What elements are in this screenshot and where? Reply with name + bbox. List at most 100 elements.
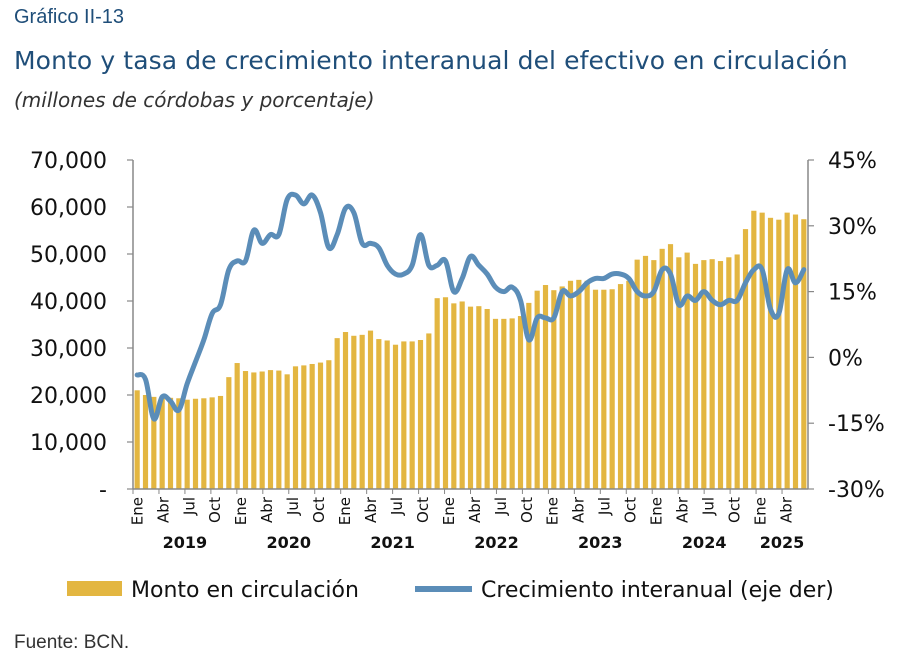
x-tick-label: Oct [206, 497, 224, 523]
bar [651, 260, 657, 489]
bar [784, 212, 790, 489]
bar [217, 395, 224, 489]
bar [251, 372, 257, 489]
y-right-tick-label: 30% [828, 215, 877, 240]
bar [234, 363, 240, 489]
legend-bar-swatch [67, 581, 122, 596]
x-tick-label: Ene [440, 497, 458, 525]
bar [526, 302, 532, 489]
bar [367, 330, 374, 489]
x-tick-label: Oct [725, 497, 743, 523]
x-year-label: 2023 [578, 533, 623, 552]
bar [726, 257, 732, 489]
bar [292, 366, 299, 489]
y-left-tick-label: 30,000 [30, 337, 107, 362]
y-right-tick-label: 45% [828, 149, 877, 174]
y-left-tick-label: 40,000 [30, 290, 107, 315]
bar [476, 306, 482, 489]
y-right-tick-label: 0% [828, 346, 863, 371]
x-tick-label: Jul [388, 497, 406, 516]
bar [801, 219, 807, 489]
chart-subtitle: (millones de córdobas y porcentaje) [14, 88, 375, 112]
bar [417, 340, 424, 489]
bar [742, 229, 749, 489]
bar [317, 362, 324, 489]
bar [159, 396, 165, 489]
bar [567, 280, 574, 489]
bar [484, 308, 490, 489]
x-tick-label: Abr [154, 496, 172, 523]
x-tick-label: Ene [648, 497, 666, 525]
legend-bar-label: Monto en circulación [131, 578, 359, 603]
y-left-tick-label: 70,000 [30, 149, 107, 174]
bar [342, 332, 349, 489]
line-series [134, 191, 807, 422]
bar [692, 263, 699, 489]
bar [226, 377, 232, 489]
x-tick-label: Jul [492, 497, 510, 516]
bar [676, 257, 682, 489]
bar [642, 255, 649, 489]
bar [709, 259, 715, 489]
bar [276, 370, 282, 489]
bar [617, 284, 624, 489]
x-tick-label: Abr [777, 496, 795, 523]
bar [551, 290, 557, 489]
bar [751, 210, 757, 489]
chart-label: Gráfico II-13 [14, 6, 125, 28]
bar [701, 260, 707, 489]
x-tick-label: Jul [700, 497, 718, 516]
bar [559, 286, 565, 489]
x-tick-label: Ene [544, 497, 562, 525]
x-year-label: 2021 [370, 533, 415, 552]
bar [176, 398, 182, 489]
bar [459, 301, 465, 489]
bar [667, 244, 674, 489]
bar [201, 398, 207, 489]
bar [309, 363, 315, 489]
x-tick-label: Jul [284, 497, 302, 516]
y-left-tick-label: 60,000 [30, 196, 107, 221]
x-tick-label: Ene [336, 497, 354, 525]
y-left-tick-label: 20,000 [30, 384, 107, 409]
bar [326, 360, 332, 489]
x-tick-label: Ene [232, 497, 250, 525]
chart-title: Monto y tasa de crecimiento interanual d… [14, 46, 848, 75]
x-year-label: 2019 [163, 533, 208, 552]
bar [451, 303, 457, 489]
bar [467, 306, 474, 489]
legend-line-label: Crecimiento interanual (eje der) [481, 578, 834, 603]
bar [626, 280, 632, 489]
bar [576, 279, 582, 489]
bar [209, 397, 215, 489]
bar [192, 398, 199, 489]
bar [167, 397, 174, 489]
bar [242, 371, 249, 489]
bar [409, 341, 415, 489]
bar [401, 341, 407, 489]
bar [184, 399, 190, 489]
x-tick-label: Oct [310, 497, 328, 523]
bar [717, 261, 724, 489]
bar [301, 365, 307, 489]
x-tick-label: Ene [128, 497, 146, 525]
x-tick-label: Abr [674, 496, 692, 523]
bar [284, 374, 290, 489]
x-tick-label: Jul [180, 497, 198, 516]
x-tick-label: Jul [596, 497, 614, 516]
bar [259, 371, 265, 489]
bar [592, 289, 599, 489]
x-tick-label: Abr [362, 496, 380, 523]
bar [384, 340, 390, 489]
chart-legend: Monto en circulación Crecimiento interanu… [67, 578, 834, 603]
bar [392, 344, 399, 489]
y-left-tick-label: - [99, 478, 107, 503]
bar [767, 217, 774, 489]
bar [426, 333, 432, 489]
chart-axes: - 10,000 20,000 30,000 40,000 50,000 60,000 70,… [30, 149, 885, 552]
x-tick-label: Abr [570, 496, 588, 523]
bar [601, 289, 607, 489]
bar [434, 298, 440, 489]
bar [376, 339, 382, 489]
x-year-label: 2022 [474, 533, 519, 552]
